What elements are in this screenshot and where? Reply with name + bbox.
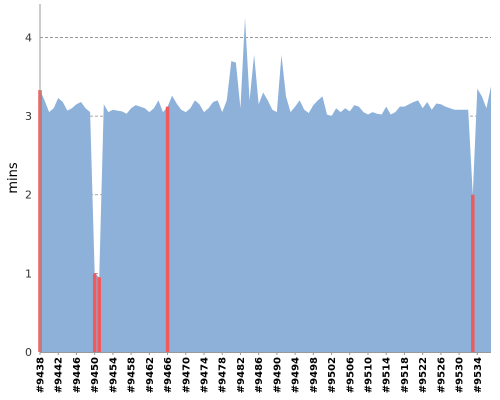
axes: [39, 4, 491, 353]
failed-bar-9533: [471, 194, 475, 352]
y-tick-1: 1: [25, 267, 32, 280]
x-tick-label: #9530: [455, 357, 466, 393]
x-tick-label: #9518: [400, 357, 411, 393]
failed-bar-9450: [92, 273, 97, 352]
x-tick-label: #9490: [272, 357, 283, 393]
x-tick-labels: #9438 #9442 #9446 #9450 #9454 #9458 #9462 #9466…: [36, 352, 484, 393]
y-tick-4: 4: [25, 31, 32, 44]
x-tick-label: #9438: [36, 357, 47, 393]
series-area: [40, 17, 491, 353]
x-tick-label: #9474: [200, 357, 211, 393]
x-tick-label: #9446: [72, 357, 83, 393]
x-tick-label: #9514: [382, 357, 393, 393]
x-tick-label: #9454: [108, 357, 119, 393]
x-tick-label: #9486: [254, 357, 265, 393]
y-tick-3: 3: [25, 110, 32, 123]
y-tick-2: 2: [25, 189, 32, 202]
x-tick-label: #9482: [236, 357, 247, 393]
x-tick-label: #9506: [345, 357, 356, 393]
x-tick-label: #9442: [54, 357, 65, 393]
x-tick-label: #9502: [327, 357, 338, 393]
x-tick-label: #9526: [436, 357, 447, 393]
y-axis-label: mins: [6, 162, 21, 194]
x-tick-label: #9494: [291, 357, 302, 393]
x-tick-label: #9510: [364, 357, 375, 393]
y-tick-0: 0: [25, 346, 32, 359]
x-tick-label: #9462: [145, 357, 156, 393]
x-tick-label: #9466: [163, 357, 174, 393]
failed-bar-9466: [165, 106, 170, 353]
y-tick-labels: 0 1 2 3 4: [25, 31, 32, 359]
x-tick-label: #9498: [309, 357, 320, 393]
failed-bar-9451: [97, 277, 101, 352]
x-tick-label: #9458: [127, 357, 138, 393]
x-tick-label: #9450: [90, 357, 101, 393]
x-tick-label: #9534: [473, 357, 484, 393]
area-series: [40, 17, 491, 353]
x-tick-label: #9470: [181, 357, 192, 393]
x-tick-label: #9478: [218, 357, 229, 393]
x-tick-label: #9522: [418, 357, 429, 393]
